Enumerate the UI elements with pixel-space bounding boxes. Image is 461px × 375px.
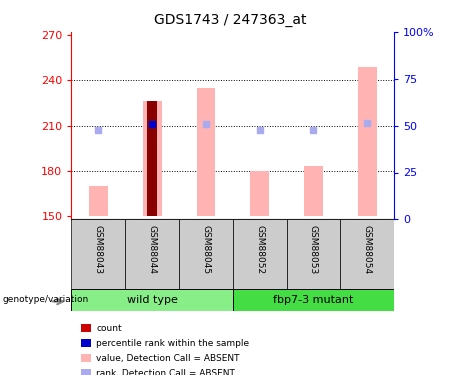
Text: percentile rank within the sample: percentile rank within the sample [96, 339, 249, 348]
Bar [143, 101, 161, 216]
Text: GSM88052: GSM88052 [255, 225, 264, 274]
Bar [196, 88, 215, 216]
Bar [358, 67, 377, 216]
Text: GSM88054: GSM88054 [363, 225, 372, 274]
Text: GDS1743 / 247363_at: GDS1743 / 247363_at [154, 13, 307, 27]
Text: GSM88044: GSM88044 [148, 225, 157, 274]
Text: wild type: wild type [127, 295, 177, 305]
Text: GSM88043: GSM88043 [94, 225, 103, 274]
Text: genotype/variation: genotype/variation [2, 296, 89, 304]
Bar [125, 219, 179, 289]
Text: GSM88053: GSM88053 [309, 225, 318, 274]
Bar [148, 101, 157, 216]
Bar [233, 289, 394, 311]
Bar [287, 219, 340, 289]
Bar [233, 219, 287, 289]
Bar [89, 186, 108, 216]
Text: GSM88045: GSM88045 [201, 225, 210, 274]
Bar [250, 171, 269, 216]
Text: rank, Detection Call = ABSENT: rank, Detection Call = ABSENT [96, 369, 235, 375]
Bar [71, 289, 233, 311]
Bar [71, 219, 125, 289]
Text: value, Detection Call = ABSENT: value, Detection Call = ABSENT [96, 354, 240, 363]
Bar [304, 166, 323, 216]
Bar [179, 219, 233, 289]
Bar [340, 219, 394, 289]
Text: fbp7-3 mutant: fbp7-3 mutant [273, 295, 354, 305]
Text: count: count [96, 324, 122, 333]
